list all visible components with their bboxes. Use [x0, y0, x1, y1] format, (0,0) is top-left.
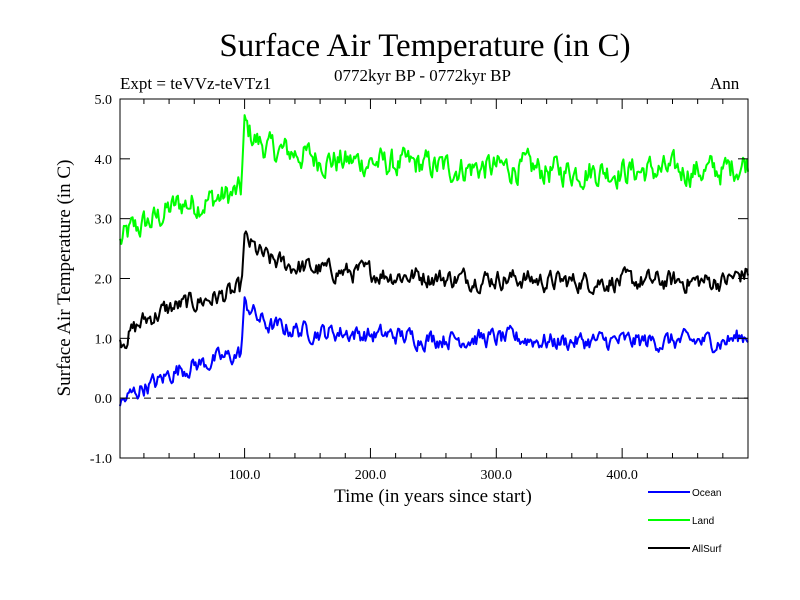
y-tick-label: 0.0 [95, 392, 113, 407]
season-label: Ann [710, 74, 740, 93]
series-line-ocean [119, 296, 749, 407]
y-tick-label: 3.0 [95, 213, 113, 228]
y-tick-label: 5.0 [95, 93, 113, 108]
chart-subtitle: 0772kyr BP - 0772kyr BP [334, 66, 511, 85]
y-tick-label: -1.0 [90, 452, 112, 467]
x-tick-label: 200.0 [355, 468, 387, 483]
legend: Ocean Land AllSurf [648, 488, 722, 555]
legend-label-allsurf: AllSurf [692, 544, 722, 555]
x-tick-label: 400.0 [606, 468, 638, 483]
y-tick-label: 2.0 [95, 273, 113, 288]
x-axis-label: Time (in years since start) [334, 486, 532, 507]
y-tick-label: 4.0 [95, 153, 113, 168]
x-tick-label: 100.0 [229, 468, 261, 483]
series-line-allsurf [119, 230, 749, 350]
y-tick-label: 1.0 [95, 332, 113, 347]
x-tick-label: 300.0 [481, 468, 513, 483]
chart-title: Surface Air Temperature (in C) [219, 28, 631, 64]
experiment-label: Expt = teVVz-teVTz1 [120, 74, 272, 93]
legend-label-land: Land [692, 516, 714, 527]
series-line-land [119, 114, 749, 245]
legend-label-ocean: Ocean [692, 488, 721, 499]
y-axis-label: Surface Air Temperature (in C) [54, 160, 75, 397]
